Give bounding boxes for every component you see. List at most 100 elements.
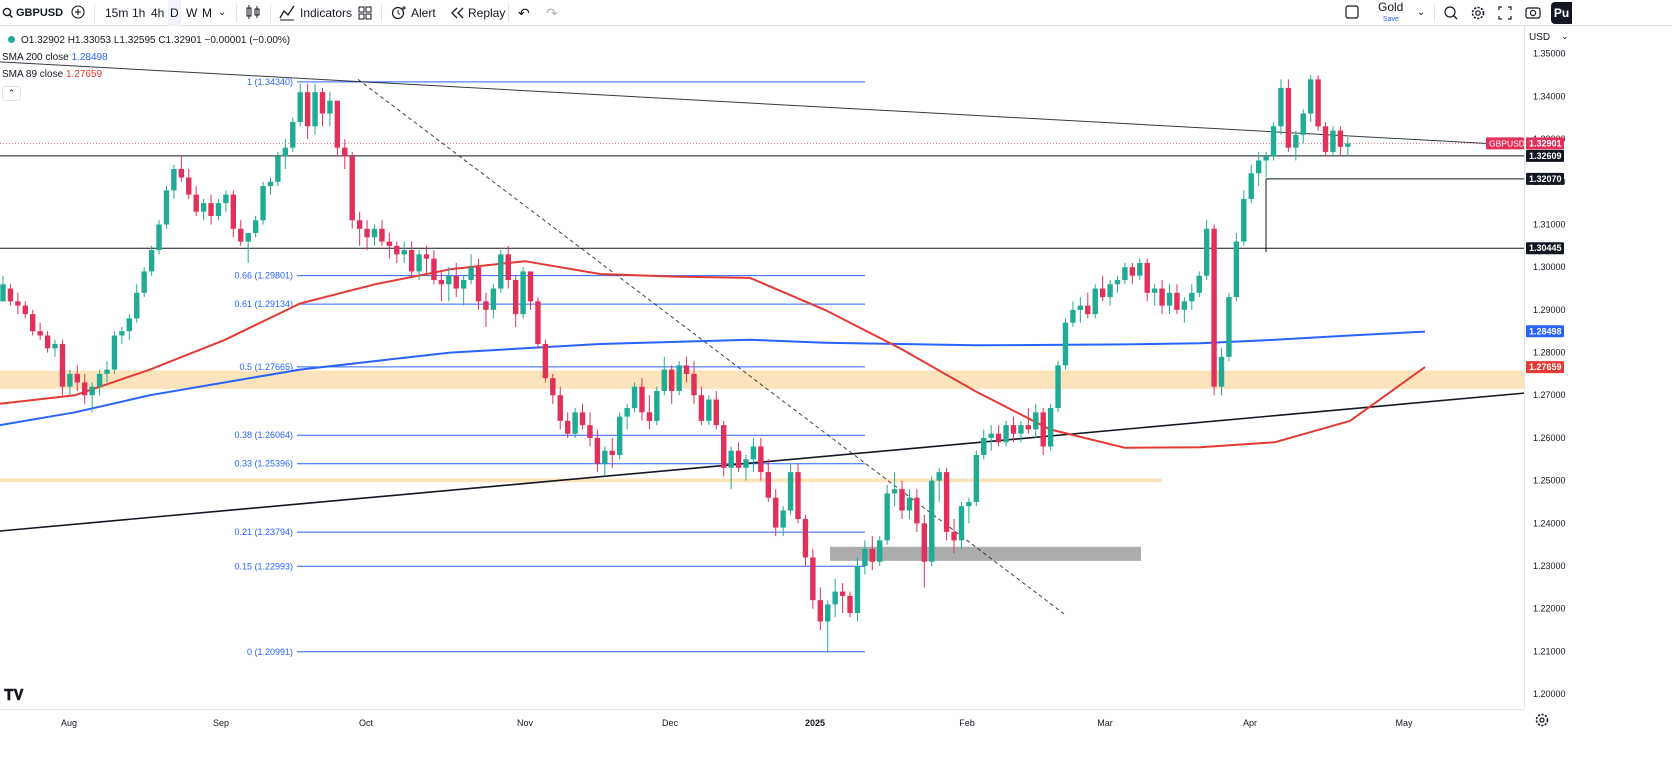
candle-body	[728, 450, 734, 468]
candle-body	[906, 497, 913, 511]
candle-body	[943, 472, 950, 532]
layouts-grid-icon[interactable]	[357, 0, 373, 26]
timezone-settings-gear-icon[interactable]	[1534, 712, 1550, 733]
account-plan-label[interactable]: Gold	[1378, 0, 1404, 14]
candle-body	[275, 156, 281, 182]
candle-body	[669, 369, 675, 391]
candle-body	[862, 548, 868, 566]
candle-body	[1085, 305, 1091, 315]
time-axis[interactable]: Aug Sep Oct Nov Dec 2025 Feb Mar Apr May	[0, 709, 1524, 736]
candle-body	[966, 501, 972, 507]
sma89-value: 1.27659	[65, 69, 103, 80]
candle-body	[773, 497, 779, 528]
candle-body	[297, 92, 303, 123]
fib-level-label: 0.33 (1.25396)	[234, 459, 293, 469]
candle-body	[810, 557, 816, 601]
candle-body	[914, 497, 920, 524]
candle-body	[639, 386, 645, 413]
candle-body	[200, 203, 207, 212]
candle-body	[1322, 126, 1329, 152]
redo-icon[interactable]: ↷	[546, 5, 558, 21]
candle-body	[743, 459, 749, 468]
legend-sma89-row[interactable]: SMA 89 close 1.27659	[2, 66, 102, 83]
timeframe-4h[interactable]: 4h	[151, 6, 165, 20]
timeframe-1h[interactable]: 1h	[132, 6, 146, 20]
candle-body	[334, 100, 341, 148]
fullscreen-icon[interactable]	[1497, 0, 1513, 26]
fib-level-label: 0.66 (1.29801)	[234, 271, 293, 281]
account-plan-sub[interactable]: Save	[1383, 16, 1399, 23]
undo-icon[interactable]: ↶	[518, 5, 530, 21]
alert-clock-icon[interactable]	[390, 0, 406, 26]
candle-body	[1218, 356, 1225, 387]
legend-sma200-row[interactable]: SMA 200 close 1.28498	[2, 49, 108, 66]
candle-body	[891, 489, 898, 494]
timeframe-dropdown-chevron-icon[interactable]: ⌄	[218, 7, 227, 18]
price-axis-badge-value: 1.27659	[1529, 362, 1562, 372]
candle-body	[869, 548, 876, 562]
symbol-badge-label: GBPUSD	[1489, 138, 1524, 148]
candle-body	[721, 425, 727, 468]
symbol-name[interactable]: GBPUSD	[16, 7, 64, 19]
alert-button[interactable]: Alert	[411, 6, 436, 20]
timeframe-m[interactable]: M	[202, 6, 212, 20]
candle-body	[594, 437, 601, 464]
candle-body	[215, 203, 222, 216]
candle-body	[839, 591, 846, 596]
candle-body	[1025, 425, 1032, 430]
candle-body	[453, 275, 459, 289]
publish-button[interactable]: Pu	[1551, 2, 1572, 24]
candle-body	[661, 369, 667, 391]
timeframe-d[interactable]: D	[168, 0, 181, 26]
candle-body	[282, 147, 289, 157]
price-axis[interactable]: USD ⌄ 1.350001.340001.330001.320001.3100…	[1524, 26, 1672, 709]
candle-body	[156, 224, 162, 251]
candle-body	[1070, 309, 1076, 323]
account-chevron-icon[interactable]: ⌄	[1417, 7, 1426, 18]
candle-body	[163, 190, 170, 225]
quick-search-icon[interactable]	[1443, 0, 1459, 26]
candle-body	[178, 169, 185, 178]
compare-symbol-icon[interactable]	[70, 0, 86, 26]
legend-ohlc-row[interactable]: O1.32902 H1.33053 L1.32595 C1.32901 −0.0…	[8, 32, 290, 49]
currency-chevron-icon[interactable]: ⌄	[1561, 31, 1569, 41]
fullscreen-layout-icon[interactable]	[1344, 0, 1360, 26]
snapshot-camera-icon[interactable]	[1524, 0, 1542, 26]
candle-body	[765, 472, 771, 498]
settings-gear-icon[interactable]	[1470, 0, 1486, 26]
candle-body	[995, 433, 1002, 443]
price-axis-badge-value: 1.28498	[1529, 326, 1562, 336]
currency-label[interactable]: USD	[1529, 32, 1551, 43]
candle-body	[82, 382, 88, 396]
candle-body	[1003, 425, 1009, 443]
candle-body	[67, 373, 73, 387]
indicators-icon[interactable]	[279, 0, 295, 26]
candle-body	[1315, 79, 1321, 127]
candle-body	[1122, 267, 1128, 280]
candle-body	[1040, 412, 1046, 447]
sma200-line	[0, 330, 1426, 427]
candle-body	[475, 267, 482, 302]
timeframe-w[interactable]: W	[186, 6, 198, 20]
candle-body	[7, 288, 14, 302]
candle-body	[1033, 412, 1039, 430]
timeframe-15m[interactable]: 15m	[105, 6, 129, 20]
replay-icon[interactable]	[449, 0, 465, 26]
candle-body	[847, 595, 853, 613]
candle-style-icon[interactable]	[245, 0, 261, 26]
price-axis-badge	[1526, 361, 1564, 374]
dashed-trendline	[357, 78, 1065, 615]
legend-collapse-chevron-icon[interactable]: ⌃	[2, 86, 21, 101]
candle-body	[342, 147, 348, 157]
price-chart[interactable]: 1 (1.34340) 0.66 (1.29801) 0.61 (1.29134) 0…	[0, 26, 1524, 709]
candle-body	[238, 228, 244, 242]
candle-body	[119, 331, 125, 336]
replay-button[interactable]: Replay	[468, 6, 506, 20]
indicators-button[interactable]: Indicators	[300, 6, 353, 20]
symbol-search-icon[interactable]	[2, 0, 14, 26]
price-axis-badge-value: 1.32609	[1529, 151, 1562, 161]
candle-body	[483, 301, 489, 310]
candle-body	[1055, 365, 1061, 409]
candle-body	[186, 177, 192, 195]
time-axis-label: Oct	[359, 718, 374, 728]
